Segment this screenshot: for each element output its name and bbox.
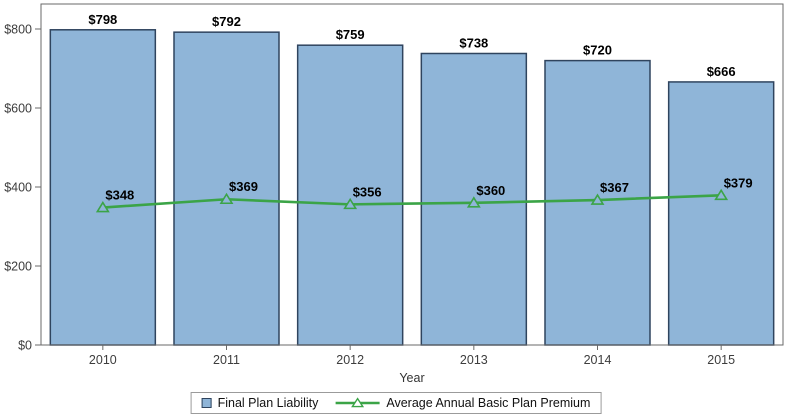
bar-value-label: $720 bbox=[583, 43, 612, 58]
line-value-label: $367 bbox=[600, 180, 629, 195]
bar-value-label: $798 bbox=[88, 12, 117, 27]
x-tick-label: 2015 bbox=[707, 353, 735, 367]
x-tick-label: 2011 bbox=[213, 353, 240, 367]
bar-value-label: $759 bbox=[336, 27, 365, 42]
line-value-label: $356 bbox=[353, 184, 382, 199]
line-marker-swatch-icon bbox=[335, 397, 380, 408]
legend: Final Plan Liability Average Annual Basi… bbox=[190, 392, 602, 414]
bar-2012 bbox=[296, 44, 404, 346]
bar-2015 bbox=[667, 81, 775, 346]
line-value-label: $348 bbox=[105, 188, 134, 203]
x-tick-label: 2012 bbox=[336, 353, 364, 367]
x-tick-label: 2014 bbox=[584, 353, 612, 367]
y-tick-label: $0 bbox=[18, 339, 32, 353]
bar-swatch-icon bbox=[201, 398, 212, 408]
x-tick-label: 2010 bbox=[89, 353, 117, 367]
triangle-marker bbox=[95, 201, 110, 213]
y-tick-label: $200 bbox=[4, 260, 32, 274]
legend-item-final-plan-liability: Final Plan Liability bbox=[201, 396, 319, 410]
triangle-marker bbox=[343, 197, 358, 210]
x-tick-label: 2013 bbox=[460, 353, 488, 367]
line-value-label: $360 bbox=[476, 183, 505, 198]
triangle-marker bbox=[219, 192, 234, 205]
y-tick-label: $600 bbox=[4, 102, 32, 116]
plot-frame bbox=[40, 3, 784, 346]
line-value-label: $369 bbox=[229, 179, 258, 194]
line-value-label: $379 bbox=[724, 175, 753, 190]
bar-value-label: $666 bbox=[707, 64, 736, 79]
triangle-marker bbox=[590, 193, 605, 205]
bar-value-label: $738 bbox=[459, 35, 488, 50]
triangle-marker bbox=[714, 188, 729, 201]
y-tick-label: $800 bbox=[4, 23, 32, 37]
legend-item-premium: Average Annual Basic Plan Premium bbox=[334, 396, 590, 410]
y-tick-label: $400 bbox=[4, 181, 32, 195]
triangle-marker bbox=[466, 196, 481, 208]
legend-label-final-plan-liability: Final Plan Liability bbox=[217, 396, 319, 410]
x-axis-title: Year bbox=[399, 371, 424, 385]
bar-value-label: $792 bbox=[212, 14, 241, 29]
legend-triangle-marker bbox=[350, 397, 364, 408]
premium-line bbox=[102, 193, 722, 209]
bar-2010 bbox=[49, 29, 157, 346]
bar-2011 bbox=[173, 31, 280, 346]
legend-label-premium: Average Annual Basic Plan Premium bbox=[386, 396, 591, 410]
